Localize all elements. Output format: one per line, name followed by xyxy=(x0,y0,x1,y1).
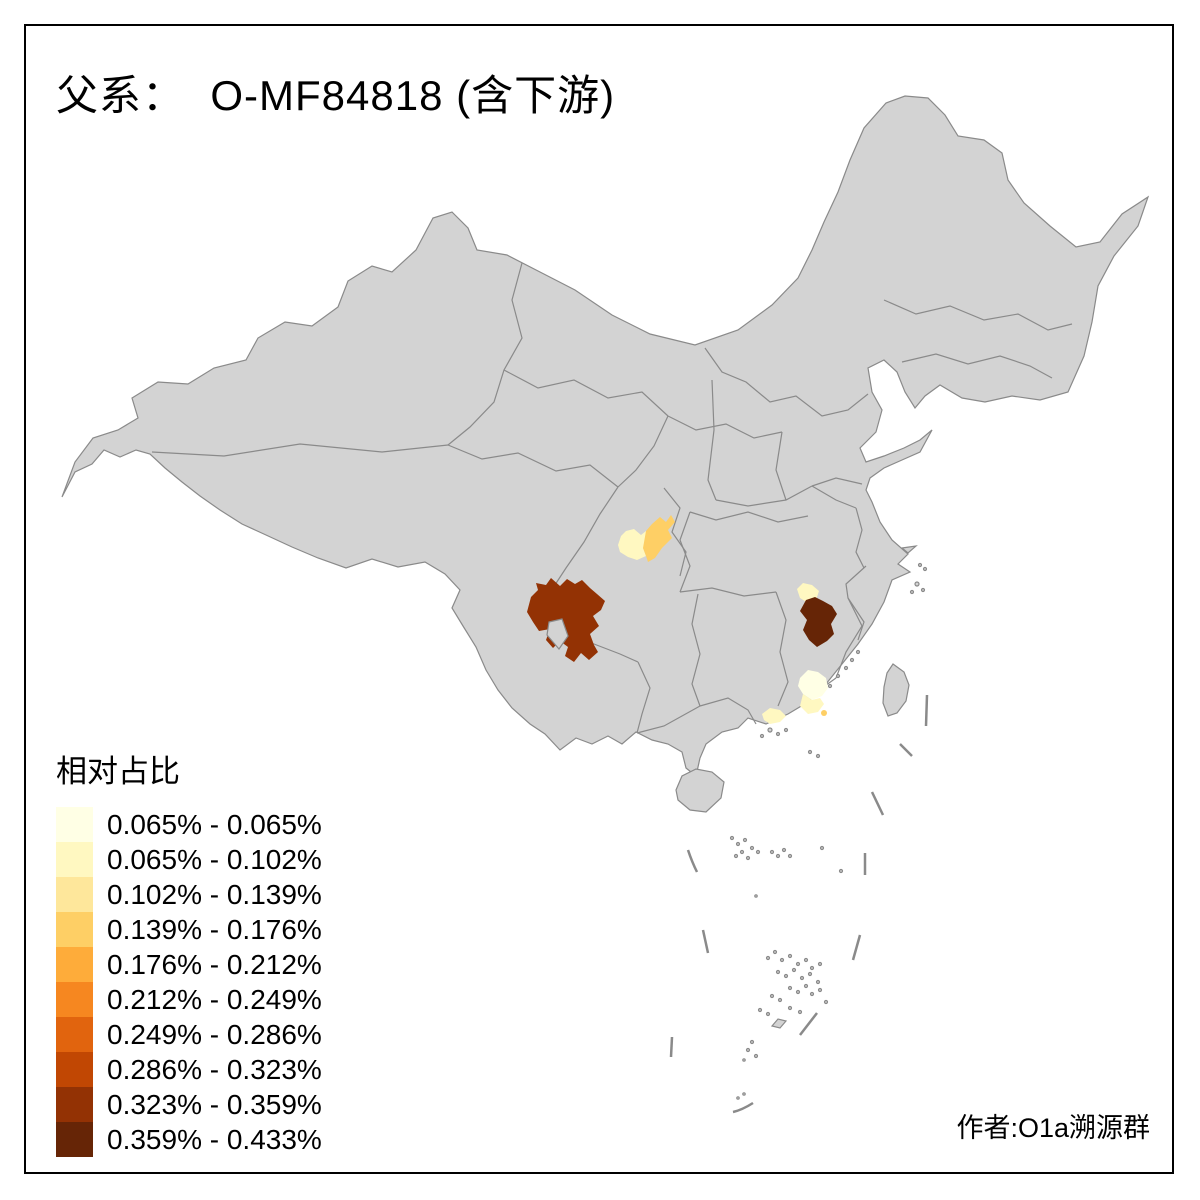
legend-item: 0.102% - 0.139% xyxy=(56,877,322,912)
hainan-island xyxy=(675,768,725,813)
legend-title: 相对占比 xyxy=(56,754,180,789)
region-fujian-guangdong-cream xyxy=(798,670,828,700)
region-guangdong-prd-pale xyxy=(762,708,786,724)
legend-label: 0.212% - 0.249% xyxy=(107,983,322,1015)
nine-dash-line xyxy=(669,694,929,1114)
legend-swatch xyxy=(56,1122,93,1157)
taiwan-island xyxy=(882,663,910,717)
region-chongqing-ne-pale xyxy=(618,529,648,560)
region-guangdong-coast-dot xyxy=(821,710,827,716)
legend-item: 0.249% - 0.286% xyxy=(56,1017,322,1052)
legend-label: 0.286% - 0.323% xyxy=(107,1053,322,1085)
legend-label: 0.323% - 0.359% xyxy=(107,1088,322,1120)
legend-items: 0.065% - 0.065% 0.065% - 0.102% 0.102% - 0… xyxy=(56,807,322,1157)
choropleth-regions xyxy=(527,515,837,724)
legend-item: 0.065% - 0.065% xyxy=(56,807,322,842)
legend-swatch xyxy=(56,982,93,1017)
legend-item: 0.359% - 0.433% xyxy=(56,1122,322,1157)
legend-item: 0.176% - 0.212% xyxy=(56,947,322,982)
legend-label: 0.065% - 0.102% xyxy=(107,843,322,875)
chongming-island xyxy=(900,545,918,554)
legend-label: 0.359% - 0.433% xyxy=(107,1123,322,1155)
legend-item: 0.139% - 0.176% xyxy=(56,912,322,947)
legend-label: 0.139% - 0.176% xyxy=(107,913,322,945)
legend-label: 0.249% - 0.286% xyxy=(107,1018,322,1050)
legend-swatch xyxy=(56,1017,93,1052)
legend-swatch xyxy=(56,1052,93,1087)
legend-label: 0.065% - 0.065% xyxy=(107,808,322,840)
region-sichuan-south xyxy=(527,578,605,662)
legend-swatch xyxy=(56,912,93,947)
legend-item: 0.323% - 0.359% xyxy=(56,1087,322,1122)
region-sichuan-notch xyxy=(546,618,569,650)
legend-swatch xyxy=(56,947,93,982)
region-guangdong-east-pale xyxy=(800,694,824,714)
south-china-sea-islands xyxy=(729,749,844,1100)
islands xyxy=(675,545,928,813)
mainland-outline xyxy=(61,95,1150,778)
coastal-islets xyxy=(759,562,928,739)
attribution-text: 作者:O1a溯源群 xyxy=(956,1113,1150,1143)
legend: 相对占比 0.065% - 0.065% 0.065% - 0.102% 0.102… xyxy=(56,746,322,1157)
legend-swatch xyxy=(56,807,93,842)
legend-label: 0.176% - 0.212% xyxy=(107,948,322,980)
region-chongqing-ne-orange xyxy=(643,515,675,562)
legend-item: 0.212% - 0.249% xyxy=(56,982,322,1017)
legend-label: 0.102% - 0.139% xyxy=(107,878,322,910)
legend-swatch xyxy=(56,877,93,912)
legend-swatch xyxy=(56,842,93,877)
legend-item: 0.286% - 0.323% xyxy=(56,1052,322,1087)
region-jiangxi-central-dark xyxy=(800,597,837,647)
legend-item: 0.065% - 0.102% xyxy=(56,842,322,877)
legend-swatch xyxy=(56,1087,93,1122)
page-title: 父系： O-MF84818 (含下游) xyxy=(56,72,616,119)
